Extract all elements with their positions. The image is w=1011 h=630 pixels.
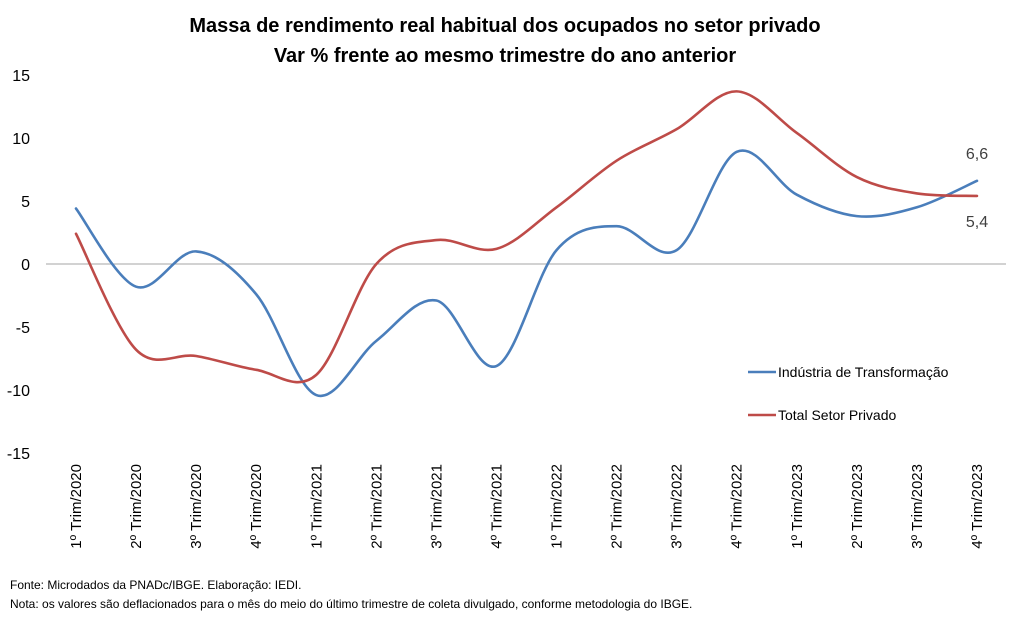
series-lines (74, 90, 979, 398)
y-tick-label: -5 (16, 320, 30, 337)
y-tick-label: 15 (12, 68, 30, 85)
x-tick-label: 1º Trim/2022 (549, 464, 566, 549)
series-line-0 (74, 149, 979, 398)
chart-title: Massa de rendimento real habitual dos oc… (189, 15, 820, 37)
methodology-note: Nota: os valores são deflacionados para … (10, 597, 693, 611)
x-tick-label: 3º Trim/2020 (188, 464, 205, 549)
end-data-label: 5,4 (966, 214, 988, 231)
legend: Indústria de Transformação Total Setor Pr… (748, 364, 949, 423)
end-data-label: 6,6 (966, 146, 988, 163)
x-tick-label: 1º Trim/2021 (308, 464, 325, 549)
x-tick-label: 3º Trim/2023 (909, 464, 926, 549)
x-tick-label: 4º Trim/2021 (488, 464, 505, 549)
x-tick-label: 4º Trim/2020 (248, 464, 265, 549)
chart-subtitle: Var % frente ao mesmo trimestre do ano a… (274, 45, 737, 67)
series-line-1 (74, 90, 979, 384)
data-labels: 6,6 5,4 (966, 146, 988, 231)
x-tick-label: 2º Trim/2020 (128, 464, 145, 549)
x-axis: 1º Trim/2020 2º Trim/2020 3º Trim/2020 4º T… (68, 464, 986, 549)
y-tick-label: -15 (7, 446, 30, 463)
y-tick-label: 5 (21, 194, 30, 211)
x-tick-label: 3º Trim/2021 (428, 464, 445, 549)
x-tick-label: 4º Trim/2022 (729, 464, 746, 549)
x-tick-label: 4º Trim/2023 (969, 464, 986, 549)
x-tick-label: 1º Trim/2020 (68, 464, 85, 549)
x-tick-label: 2º Trim/2023 (849, 464, 866, 549)
x-tick-label: 1º Trim/2023 (789, 464, 806, 549)
x-tick-label: 2º Trim/2021 (368, 464, 385, 549)
y-axis: 15 10 5 0 -5 -10 -15 (7, 68, 1006, 463)
y-tick-label: 0 (21, 257, 30, 274)
x-tick-label: 2º Trim/2022 (609, 464, 626, 549)
legend-label: Total Setor Privado (778, 407, 896, 423)
source-note: Fonte: Microdados da PNADc/IBGE. Elabora… (10, 578, 302, 592)
legend-label: Indústria de Transformação (778, 364, 949, 380)
y-tick-label: 10 (12, 131, 30, 148)
y-tick-label: -10 (7, 383, 30, 400)
x-tick-label: 3º Trim/2022 (669, 464, 686, 549)
